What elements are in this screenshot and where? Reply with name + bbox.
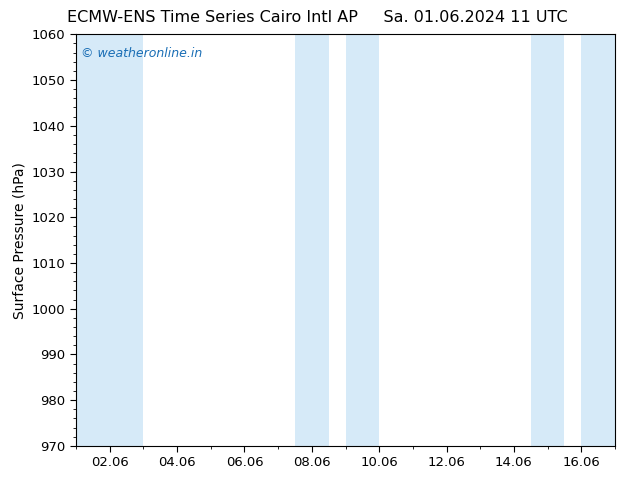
Bar: [531, 34, 564, 446]
Text: ECMW-ENS Time Series Cairo Intl AP     Sa. 01.06.2024 11 UTC: ECMW-ENS Time Series Cairo Intl AP Sa. 0…: [67, 10, 567, 25]
Bar: [295, 34, 328, 446]
Bar: [581, 34, 615, 446]
Bar: [76, 34, 143, 446]
Text: © weatheronline.in: © weatheronline.in: [81, 47, 203, 60]
Y-axis label: Surface Pressure (hPa): Surface Pressure (hPa): [12, 162, 27, 318]
Bar: [346, 34, 379, 446]
